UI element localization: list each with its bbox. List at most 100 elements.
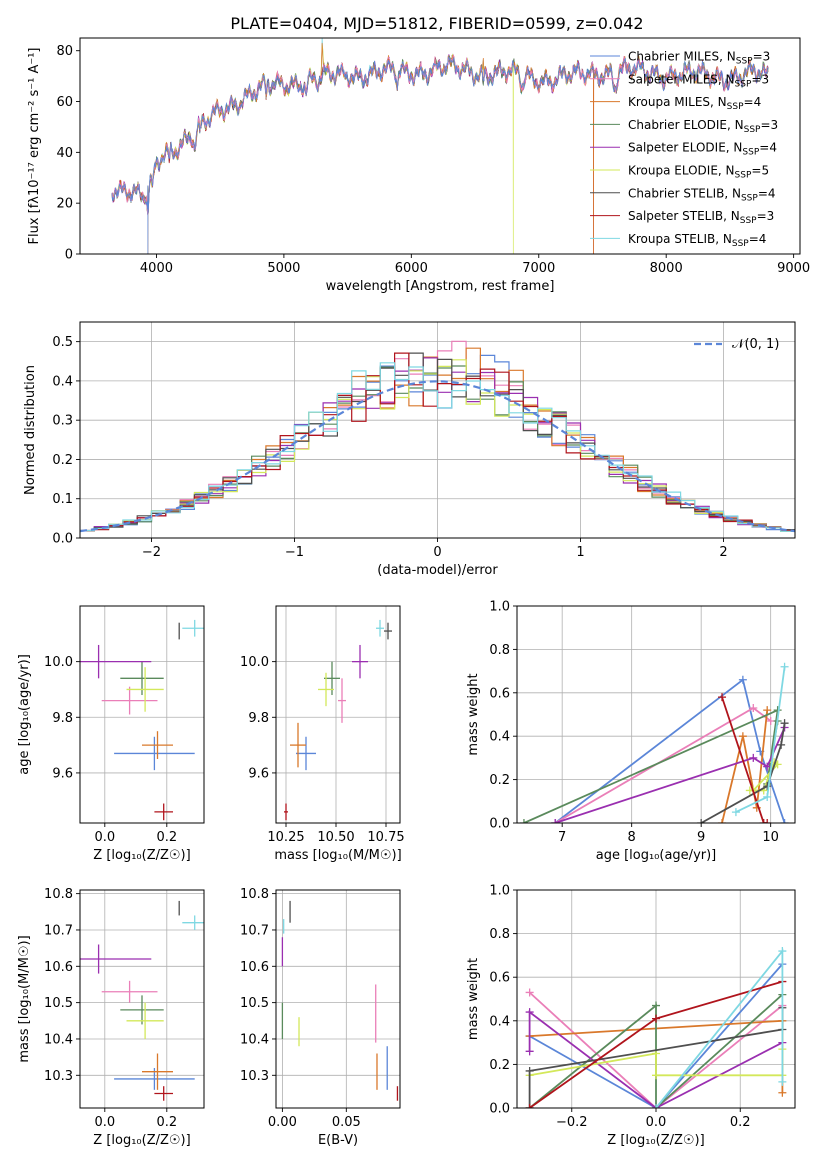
weight-marker-kroupa-stelib (731, 808, 740, 817)
weight-marker-salpeter-miles (749, 703, 758, 712)
y-tick-label: 10.7 (44, 923, 73, 938)
legend-entry-salpeter-elodie: Salpeter ELODIE, NSSP=4 (628, 141, 777, 158)
panel-mass_vs_ebv: 0.00 0.05 10.3 10.4 10.5 10.6 10.7 10.8 E(B-V) (240, 887, 401, 1148)
grid-age_vs_mass (276, 606, 400, 823)
grid-mass_vs_ebv (276, 890, 400, 1108)
y-tick-label: 0.8 (489, 927, 510, 942)
x-tick-label: 10 (762, 830, 779, 845)
plot-area-residuals (80, 340, 795, 533)
y-tick-label: 0.2 (52, 453, 73, 468)
plot-area-mass_weight_vs_age (519, 662, 789, 823)
y-tick-label: 9.6 (52, 766, 73, 781)
legend-subscript: SSP (735, 79, 752, 89)
plot-area-mass_weight_vs_Z (525, 947, 787, 1108)
weight-marker-salpeter-elodie (525, 1047, 534, 1056)
weight-marker-kroupa-miles (718, 819, 727, 823)
spectrum-line-chabrier-miles (111, 56, 769, 254)
x-axis-label: Z [log₁₀(Z/Z☉)] (93, 848, 190, 863)
y-axis-label: mass [log₁₀(M/M☉)] (17, 935, 32, 1062)
weight-marker-salpeter-stelib (652, 1014, 660, 1023)
weight-marker-chabrier-stelib (697, 819, 706, 823)
x-tick-label: 10.75 (367, 830, 404, 845)
legend-subscript: SSP (744, 125, 761, 135)
x-tick-label: 0.2 (156, 830, 177, 845)
panel-mass_weight_vs_Z: −0.2 0.0 0.2 0.0 0.2 0.4 0.6 0.8 1.0 Z [log₁₀(Z/Z… (466, 884, 796, 1148)
x-tick-label: −0.2 (556, 1115, 588, 1130)
weight-marker-salpeter-miles (766, 717, 775, 726)
plot-area-mass_vs_Z (80, 900, 204, 1101)
legend-entry-gaussian: 𝒩(0, 1) (732, 337, 779, 352)
spectrum-legend: Chabrier MILES, NSSP=3 Salpeter MILES, NS… (590, 50, 778, 249)
y-tick-label: 0.2 (489, 773, 510, 788)
weight-marker-chabrier-stelib (780, 719, 789, 728)
legend-count: =5 (751, 164, 769, 178)
legend-count: =3 (753, 50, 771, 64)
legend-count: =4 (749, 232, 767, 246)
weight-marker-kroupa-stelib (652, 1104, 660, 1108)
panel-mass_vs_Z: 0.0 0.2 10.3 10.4 10.5 10.6 10.7 10.8 Z [log₁₀(Z… (17, 887, 205, 1148)
y-axis-label: Flux [fλ10⁻¹⁷ erg cm⁻² s⁻¹ A⁻¹] (27, 48, 42, 245)
x-tick-label: 6000 (395, 261, 428, 276)
weight-marker-chabrier-miles (780, 819, 789, 823)
y-tick-label: 0.4 (489, 1014, 510, 1029)
y-axis-label: age [log₁₀(age/yr)] (17, 654, 32, 775)
legend-subscript: SSP (741, 193, 758, 203)
y-tick-label: 0.0 (489, 817, 510, 832)
x-tick-label: 8 (628, 830, 636, 845)
weight-line-chabrier-miles (554, 678, 786, 823)
x-tick-label: 2 (719, 545, 727, 560)
panel-age_vs_Z: 0.0 0.2 9.6 9.8 10.0 Z [log₁₀(Z/Z☉)] age [log₁… (17, 605, 205, 863)
y-tick-label: 1.0 (489, 884, 510, 899)
x-axis-label: E(B-V) (318, 1133, 358, 1148)
legend-count: =4 (744, 95, 762, 109)
y-tick-label: 0.2 (489, 1058, 510, 1073)
y-tick-label: 10.8 (240, 887, 269, 902)
panel-residuals: −2 −1 0 1 2 0.0 0.1 0.2 0.3 0.4 0.5 (data-model)/er… (23, 321, 796, 578)
legend-subscript: SSP (736, 57, 753, 67)
weight-line-salpeter-stelib (721, 696, 768, 823)
y-tick-label: 10.0 (44, 655, 73, 670)
weight-line-chabrier-stelib (700, 723, 786, 823)
weight-marker-salpeter-elodie (525, 1008, 534, 1017)
y-tick-label: 10.3 (44, 1069, 73, 1084)
x-tick-label: 0 (433, 545, 441, 560)
weight-marker-chabrier-stelib (525, 1066, 534, 1075)
x-tick-label: 10.25 (267, 830, 304, 845)
y-tick-label: 10.5 (44, 996, 73, 1011)
legend-count: =3 (751, 72, 769, 86)
legend-count: =3 (760, 118, 778, 132)
y-tick-label: 0.3 (52, 414, 73, 429)
y-tick-label: 0.6 (489, 971, 510, 986)
weight-marker-chabrier-elodie (652, 1001, 660, 1010)
y-tick-label: 40 (56, 146, 73, 161)
x-axis-label: Z [log₁₀(Z/Z☉)] (607, 1133, 704, 1148)
x-tick-label: 5000 (267, 261, 300, 276)
y-tick-label: 9.8 (248, 711, 269, 726)
x-tick-label: −2 (142, 545, 161, 560)
weight-marker-kroupa-stelib (778, 1077, 787, 1086)
y-tick-label: 0.1 (52, 492, 73, 507)
x-axis-label: wavelength [Angstrom, rest frame] (326, 279, 555, 294)
y-tick-label: 0.4 (52, 374, 73, 389)
y-tick-label: 0.8 (489, 643, 510, 658)
x-tick-label: 4000 (140, 261, 173, 276)
y-axis-label: mass weight (466, 673, 481, 755)
weight-marker-kroupa-stelib (780, 662, 789, 671)
weight-marker-chabrier-stelib (763, 782, 772, 791)
plots-layer: 4000 5000 6000 7000 8000 9000020406080wavelen… (17, 37, 810, 1148)
y-axis-label: mass weight (466, 958, 481, 1040)
x-axis-label: mass [log₁₀(M/M☉)] (274, 848, 401, 863)
x-axis-label: (data-model)/error (377, 563, 498, 578)
histogram-kroupa-stelib (80, 362, 795, 532)
y-tick-label: 1.0 (489, 600, 510, 615)
y-tick-label: 0.0 (52, 532, 73, 547)
weight-marker-kroupa-elodie (652, 1071, 660, 1080)
panel-mass_weight_vs_age: 7 8 9 10 0.0 0.2 0.4 0.6 0.8 1.0 age [log₁₀(age/yr… (466, 600, 796, 863)
y-tick-label: 10.5 (240, 996, 269, 1011)
weight-marker-salpeter-elodie (763, 762, 772, 771)
weight-marker-salpeter-elodie (551, 819, 560, 823)
x-tick-label: 10.50 (317, 830, 354, 845)
legend-entry-chabrier-elodie: Chabrier ELODIE, NSSP=3 (628, 118, 778, 135)
gaussian-curve (80, 380, 795, 533)
